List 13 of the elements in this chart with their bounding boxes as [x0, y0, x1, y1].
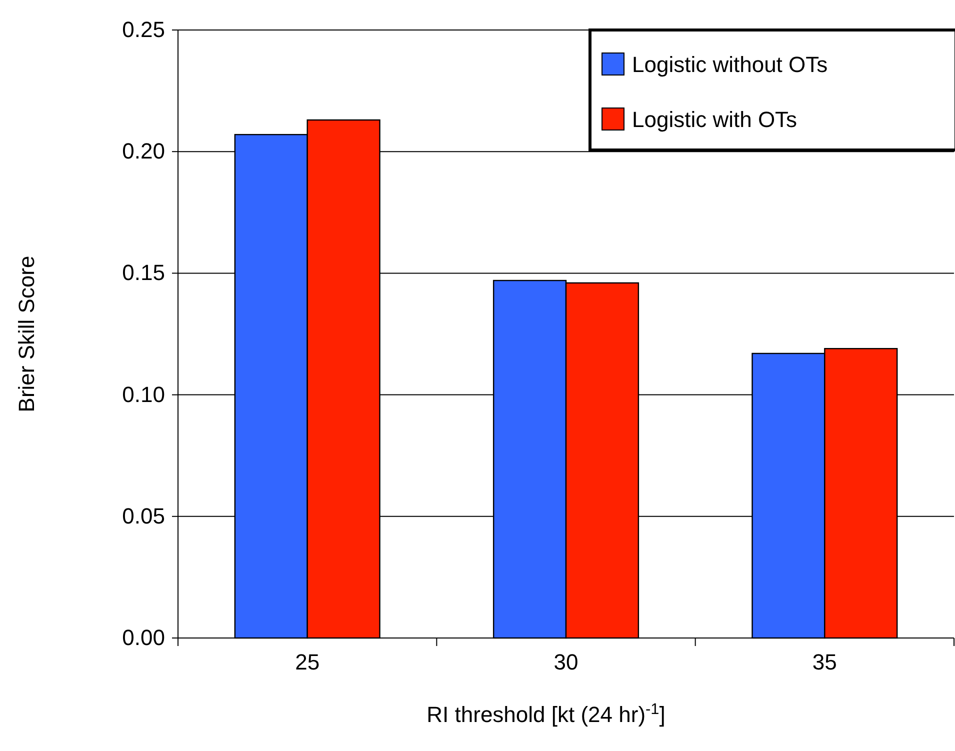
y-axis-title: Brier Skill Score [14, 256, 39, 412]
x-tick-label: 30 [554, 650, 578, 675]
x-axis-title: RI threshold [kt (24 hr)$^{-1}$] [426, 700, 666, 727]
y-tick-label: 0.15 [122, 260, 165, 286]
y-tick-label: 0.00 [122, 625, 165, 650]
y-tick-label: 0.05 [122, 503, 165, 528]
legend-label: Logistic with OTs [632, 107, 798, 132]
y-tick-label: 0.20 [122, 138, 165, 164]
legend-label: Logistic without OTs [632, 52, 828, 77]
y-tick-label: 0.25 [122, 17, 165, 42]
x-tick-label: 35 [812, 650, 837, 675]
y-tick-label: 0.10 [122, 382, 165, 407]
x-tick-label: 25 [295, 650, 320, 675]
